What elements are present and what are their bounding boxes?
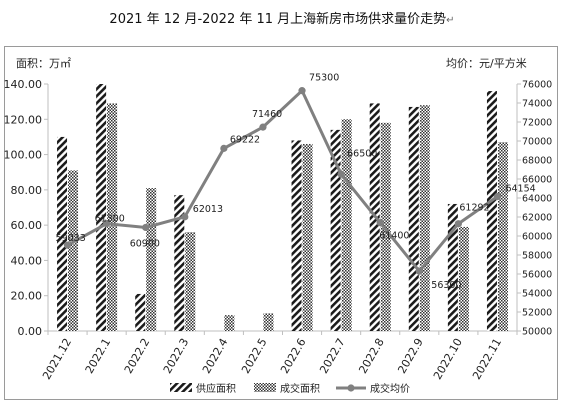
y2-tick-label: 54000 [522,289,552,300]
x-tick-label: 2022.4 [200,336,231,376]
line-point-price [493,192,502,201]
bar-deal [146,188,157,331]
y-tick-label: 100.00 [4,149,43,162]
line-point-price [103,220,111,228]
line-point-price [220,144,228,152]
data-label-price: 66500 [347,148,377,159]
bar-deal [68,170,79,331]
x-tick-label: 2022.2 [122,336,153,376]
bar-deal [458,226,469,331]
y-tick-label: 20.00 [11,290,43,303]
line-point-price [454,220,462,228]
bar-deal [263,313,274,331]
bar-supply [330,129,341,331]
x-tick-label: 2022.6 [278,336,309,376]
bar-deal [107,103,118,332]
y-tick-label: 120.00 [4,113,43,126]
data-label-price: 64154 [505,184,535,195]
line-point-price [63,241,72,249]
y2-tick-label: 68000 [522,156,552,167]
line-point-price [181,213,189,221]
x-tick-label: 2022.3 [161,336,192,376]
legend-swatch-deal [254,383,276,392]
paragraph-mark-icon: ↵ [446,15,455,26]
x-tick-label: 2022.8 [356,336,387,376]
bar-deal [497,142,508,331]
bar-supply [174,195,185,331]
y2-tick-label: 64000 [522,194,552,205]
y-tick-label: 60.00 [11,219,43,232]
data-label-price: 62013 [193,204,223,215]
y-tick-label: 40.00 [11,254,43,267]
legend-label-supply: 供应面积 [196,382,236,395]
y2-tick-label: 58000 [522,251,552,262]
bar-supply [291,140,302,331]
y-axis-label-left: 面积：万㎡ [16,57,71,70]
line-point-price [337,170,345,178]
x-tick-label: 2022.10 [431,336,465,382]
x-tick-label: 2022.11 [470,336,504,382]
line-point-price [298,87,306,95]
legend-label-deal: 成交面积 [280,382,320,395]
y2-tick-label: 76000 [522,80,552,91]
x-tick-label: 2021.12 [40,336,74,382]
bar-supply [57,136,68,331]
bar-deal [419,105,430,332]
data-label-price: 75300 [309,73,339,84]
data-label-price: 56300 [431,280,461,291]
legend-marker-price [347,384,355,392]
data-label-price: 69222 [230,134,260,145]
line-point-price [376,219,384,227]
bar-deal [302,143,313,331]
data-label-price: 61400 [379,231,409,242]
y-tick-label: 80.00 [11,184,43,197]
y2-tick-label: 60000 [522,232,552,243]
y2-tick-label: 66000 [522,175,552,186]
chart-title: 2021 年 12 月-2022 年 11 月上海新房市场供求量价走势↵ [109,12,455,27]
bar-deal [224,315,235,331]
bar-deal [185,232,196,331]
data-label-price: 61292 [459,203,489,214]
y2-tick-label: 50000 [522,327,552,338]
legend-swatch-supply [170,383,192,392]
bar-supply [135,293,146,331]
y2-tick-label: 56000 [522,270,552,281]
series-line-price [66,88,499,274]
x-tick-label: 2022.1 [83,336,114,376]
x-tick-label: 2022.9 [395,336,426,376]
y2-tick-label: 74000 [522,99,552,110]
chart-frame [4,46,558,400]
bar-supply [486,91,497,331]
x-tick-label: 2022.7 [317,336,348,376]
y-axis-label-right: 均价：元/平方米 [446,57,527,70]
data-label-price: 71460 [252,109,282,120]
data-label-price: 59033 [56,233,86,244]
bar-deal [380,122,391,331]
y2-tick-label: 52000 [522,308,552,319]
line-point-price [415,267,423,275]
y2-tick-label: 70000 [522,137,552,148]
line-point-price [259,123,267,131]
line-point-price [142,223,150,232]
bar-supply [96,84,107,331]
bar-deal [341,119,352,332]
bar-supply [447,203,458,331]
y-tick-label: 0.00 [18,325,43,338]
bar-supply [408,106,419,331]
y2-tick-label: 62000 [522,213,552,224]
x-tick-label: 2022.5 [239,336,270,376]
y-tick-label: 140.00 [4,78,43,91]
data-label-price: 60900 [130,238,160,249]
y2-tick-label: 72000 [522,118,552,129]
legend-label-price: 成交均价 [370,382,410,395]
data-label-price: 61300 [95,214,125,225]
